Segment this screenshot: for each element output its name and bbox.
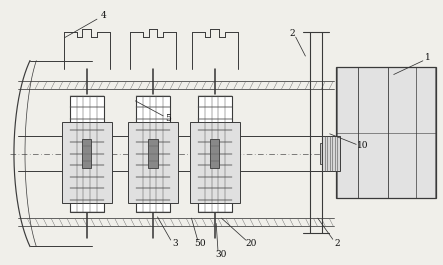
Bar [337,67,435,198]
Text: 20: 20 [245,239,257,248]
Text: 4: 4 [100,11,106,20]
Bar [136,96,170,211]
Bar [148,139,158,168]
Text: 2: 2 [334,239,340,248]
Bar [62,122,112,203]
Text: 1: 1 [425,53,431,62]
Bar [70,96,104,211]
Bar [322,136,340,171]
Bar [82,139,91,168]
Bar [198,96,232,211]
Bar [190,122,240,203]
Bar [210,139,219,168]
Text: 2: 2 [289,29,295,38]
Text: 50: 50 [194,239,206,248]
Text: 30: 30 [215,250,226,259]
Text: 3: 3 [172,239,178,248]
Text: 10: 10 [357,141,369,150]
Bar [128,122,178,203]
Bar [320,143,342,164]
Bar [336,67,435,198]
Text: 5: 5 [166,113,171,122]
